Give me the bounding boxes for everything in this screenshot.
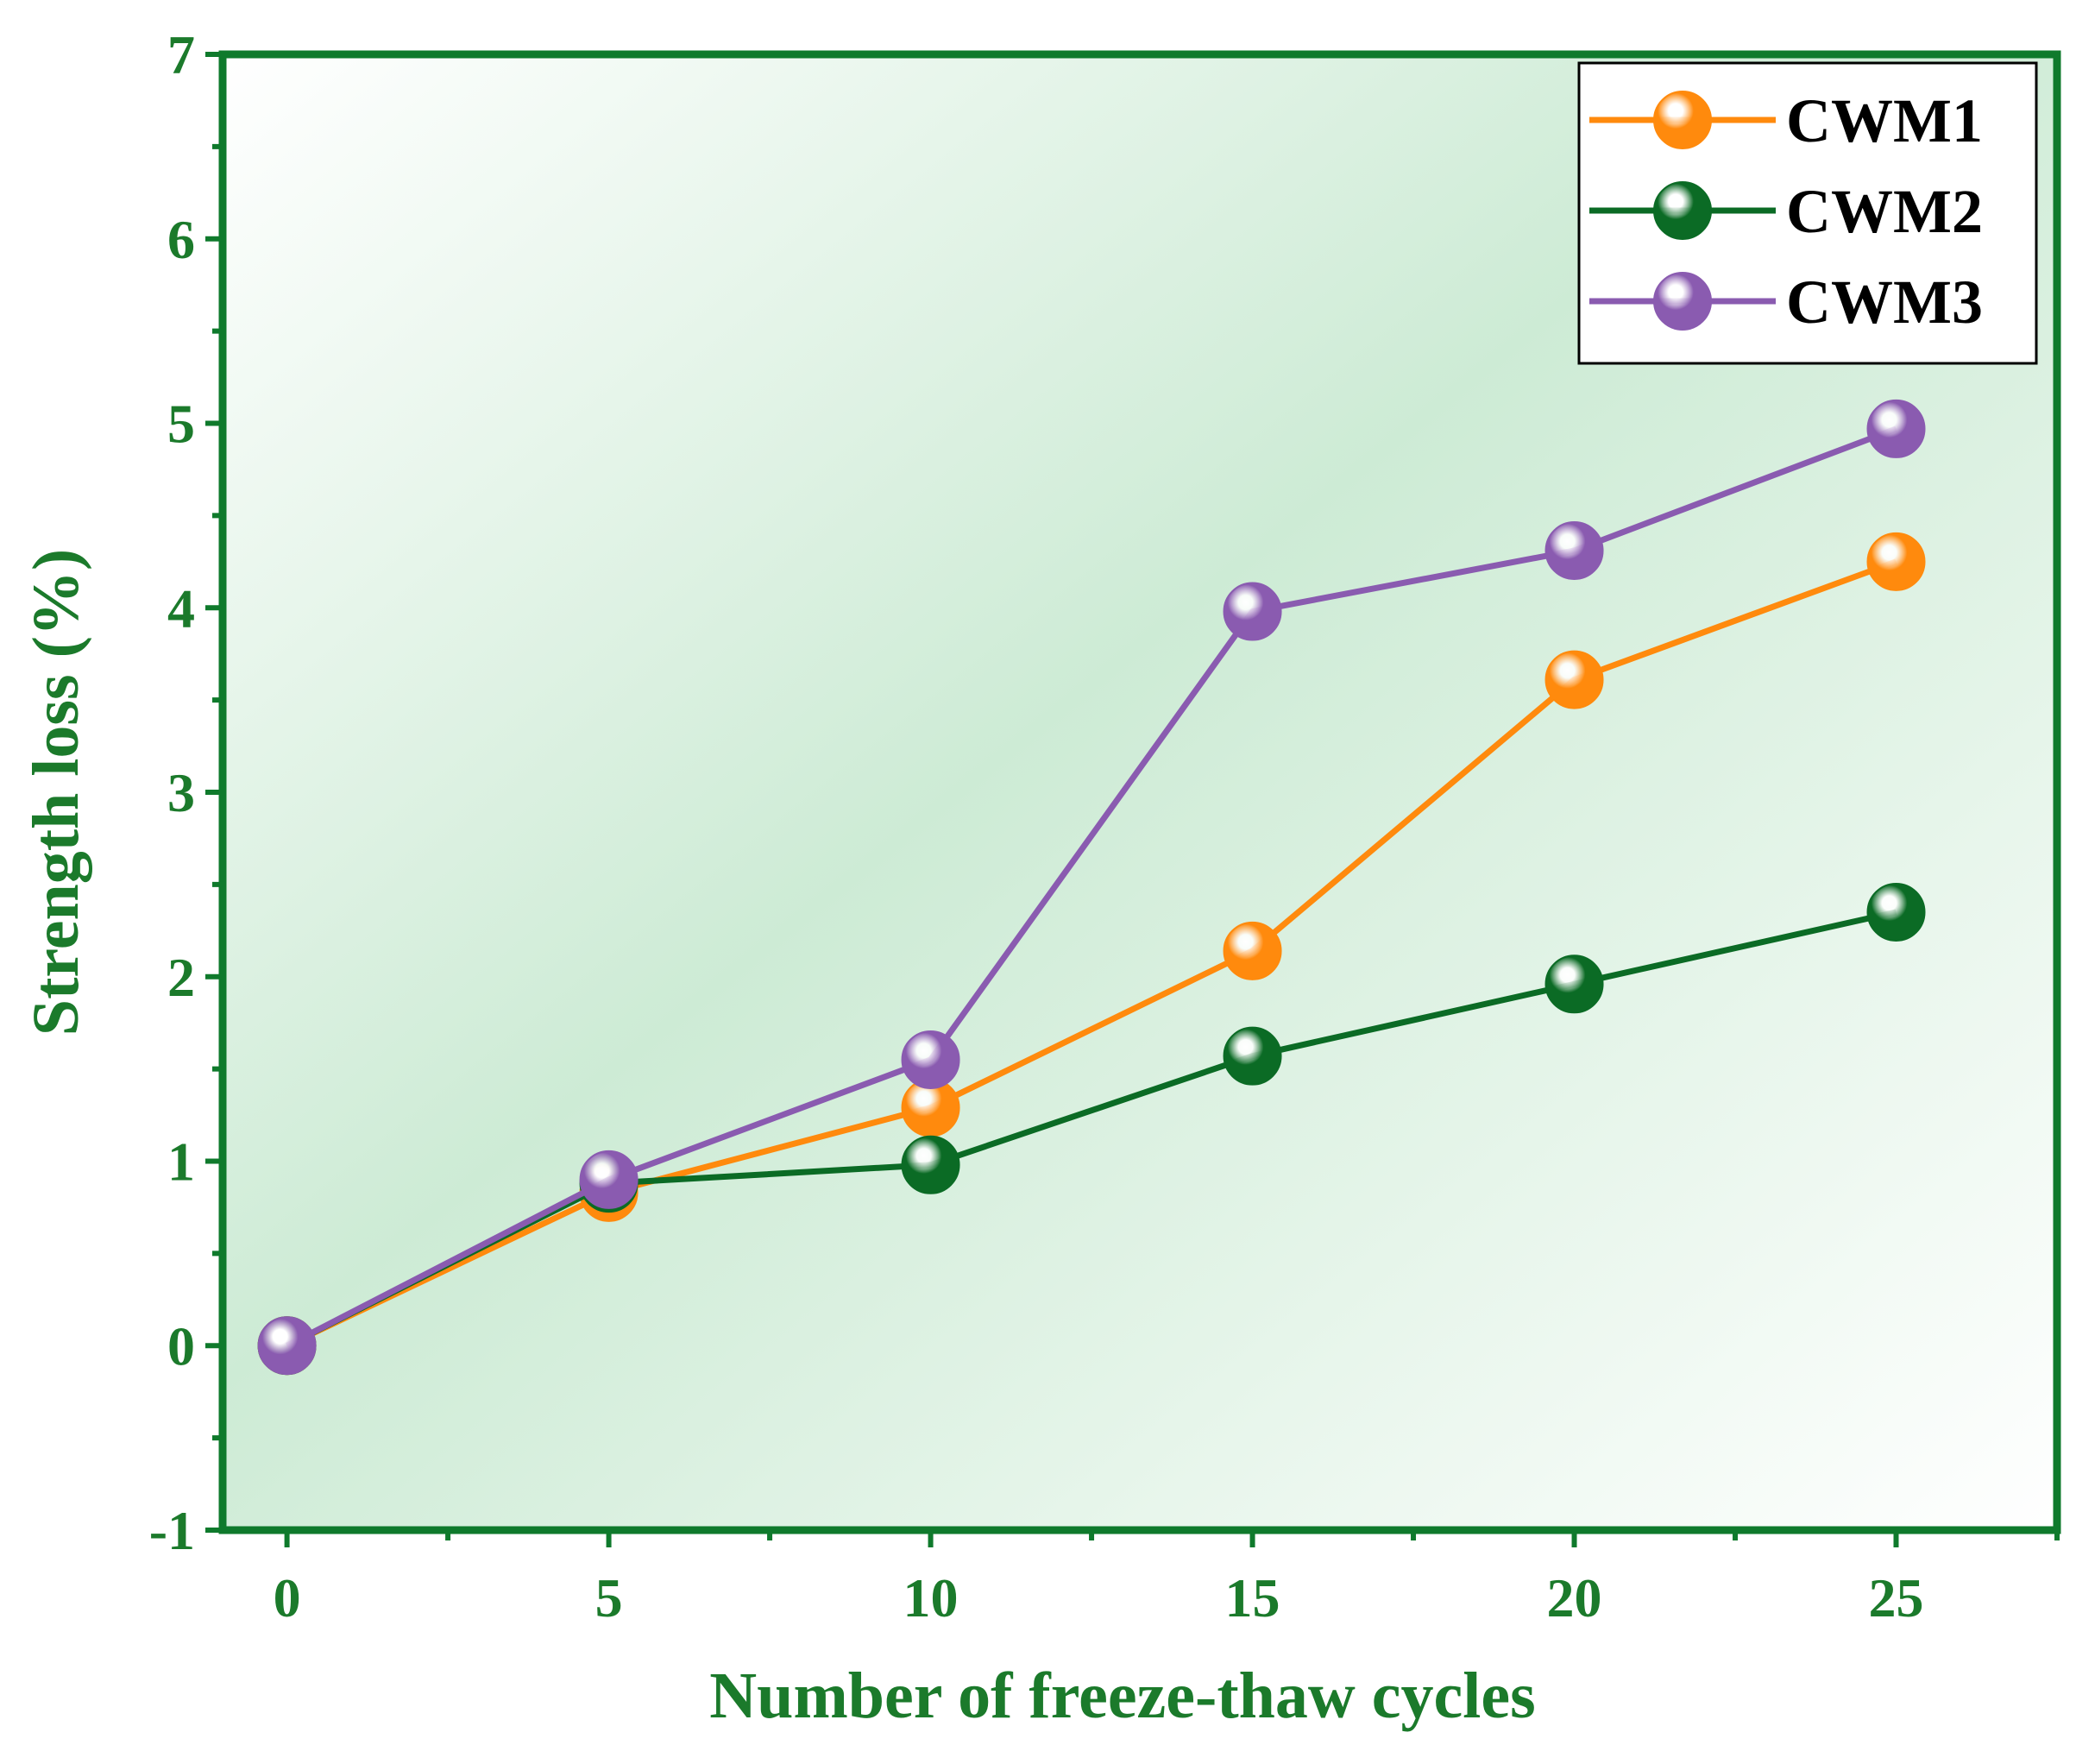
x-tick-label: 5 xyxy=(595,1567,623,1629)
x-tick-label: 25 xyxy=(1869,1567,1924,1629)
data-point-cwm3 xyxy=(1223,582,1282,641)
legend-label: CWM3 xyxy=(1786,268,1983,337)
legend-label: CWM2 xyxy=(1786,177,1983,246)
x-axis-title: Number of freeze-thaw cycles xyxy=(709,1660,1535,1732)
legend-label: CWM1 xyxy=(1786,86,1983,155)
data-point-cwm3 xyxy=(257,1316,317,1376)
data-point-cwm3 xyxy=(1866,399,1926,458)
y-tick-label: 0 xyxy=(167,1315,195,1377)
series-line-cwm1 xyxy=(286,558,1897,1349)
series-layer xyxy=(257,399,1926,1376)
data-point-cwm3 xyxy=(1544,520,1604,580)
series-line-cwm3 xyxy=(285,425,1897,1349)
legend-item-cwm3: CWM3 xyxy=(1589,268,1983,337)
x-tick-label: 0 xyxy=(274,1567,301,1629)
y-tick-label: 7 xyxy=(167,24,195,85)
y-tick-label: -1 xyxy=(149,1500,195,1561)
legend-item-cwm1: CWM1 xyxy=(1589,86,1983,155)
y-tick-label: 4 xyxy=(167,577,195,639)
data-point-cwm1 xyxy=(1223,921,1282,980)
x-tick-label: 20 xyxy=(1547,1567,1602,1629)
data-point-cwm2 xyxy=(1223,1026,1282,1086)
y-tick-label: 5 xyxy=(167,394,195,455)
data-point-cwm2 xyxy=(1866,882,1926,942)
x-tick-label: 10 xyxy=(903,1567,959,1629)
axes-layer: 0 5 10 15 20 25 -1 0 1 2 3 4 5 6 7 Number of freeze-tha… xyxy=(20,24,2061,1732)
legend-marker xyxy=(1653,91,1712,149)
data-point-cwm3 xyxy=(579,1150,639,1209)
legend-marker xyxy=(1653,181,1712,240)
y-axis-title: Strength loss (%) xyxy=(20,549,92,1036)
y-tick-label: 6 xyxy=(167,209,195,270)
data-point-cwm2 xyxy=(901,1135,960,1194)
y-tick-label: 2 xyxy=(167,947,195,1008)
data-point-cwm2 xyxy=(1544,954,1604,1014)
legend: CWM1 CWM2 CWM3 xyxy=(1577,61,2038,365)
data-point-cwm1 xyxy=(1544,650,1604,709)
data-point-cwm1 xyxy=(1866,532,1926,591)
x-tick-label: 15 xyxy=(1225,1567,1280,1629)
series-cwm3 xyxy=(257,399,1926,1376)
y-tick-label: 1 xyxy=(167,1131,195,1193)
y-tick-label: 3 xyxy=(167,762,195,823)
legend-marker xyxy=(1653,272,1712,331)
data-point-cwm3 xyxy=(901,1030,960,1089)
legend-item-cwm2: CWM2 xyxy=(1589,177,1983,246)
